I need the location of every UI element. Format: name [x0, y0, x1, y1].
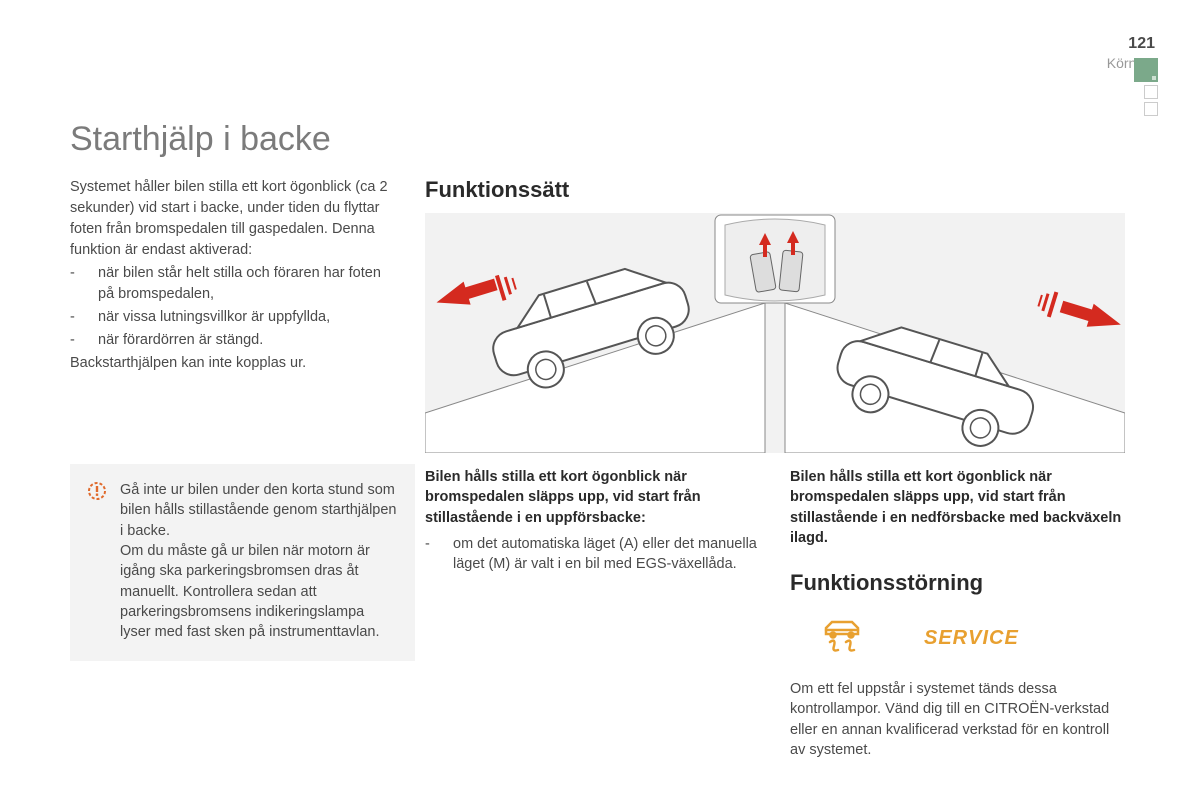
- malfunction-text: Om ett fel uppstår i systemet tänds dess…: [790, 679, 1125, 760]
- downhill-bold: Bilen hålls stilla ett kort ögonblick nä…: [790, 467, 1125, 548]
- warning-icon: [88, 482, 106, 642]
- square-filled: [1134, 58, 1158, 82]
- warning-lamps: SERVICE: [790, 616, 1125, 661]
- uphill-bullet: om det automatiska läget (A) eller det m…: [453, 534, 760, 575]
- bullet-text: när förardörren är stängd.: [98, 330, 263, 351]
- hill-illustration: [425, 213, 1125, 453]
- downhill-desc: Bilen hålls stilla ett kort ögonblick nä…: [790, 467, 1125, 760]
- skid-car-icon: [820, 616, 864, 661]
- intro-bullets: -när bilen står helt stilla och föraren …: [70, 263, 395, 351]
- warning-text: Gå inte ur bilen under den korta stund s…: [120, 480, 397, 642]
- bullet-text: när vissa lutningsvillkor är uppfyllda,: [98, 307, 330, 328]
- bullet-text: när bilen står helt stilla och föraren h…: [98, 263, 395, 305]
- function-heading: Funktionssätt: [425, 177, 1135, 203]
- corner-decor: [1134, 58, 1158, 116]
- uphill-desc: Bilen hålls stilla ett kort ögonblick nä…: [425, 467, 760, 760]
- intro-paragraph: Systemet håller bilen stilla ett kort ög…: [70, 177, 395, 261]
- uphill-bold: Bilen hålls stilla ett kort ögonblick nä…: [425, 467, 760, 528]
- intro-paragraph-2: Backstarthjälpen kan inte kopplas ur.: [70, 353, 395, 374]
- page-number: 121: [1107, 35, 1155, 53]
- warning-box: Gå inte ur bilen under den korta stund s…: [70, 464, 415, 660]
- page-title: Starthjälp i backe: [70, 120, 1135, 159]
- square-outline: [1144, 85, 1158, 99]
- square-outline: [1144, 102, 1158, 116]
- malfunction-heading: Funktionsstörning: [790, 570, 1125, 596]
- service-label: SERVICE: [924, 627, 1019, 650]
